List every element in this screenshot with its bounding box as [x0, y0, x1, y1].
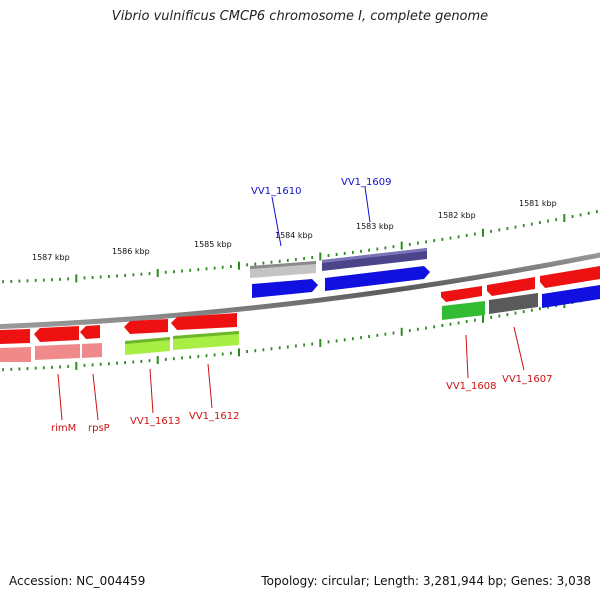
tick-label-1587: 1587 kbp — [32, 253, 70, 262]
gene-red-left-4[interactable] — [124, 319, 168, 334]
outer-tick-ring — [2, 210, 598, 284]
gene-label-VV1_1613: VV1_1613 — [130, 416, 181, 427]
gene-VV1_1608[interactable] — [442, 301, 485, 320]
tick-label-1581: 1581 kbp — [519, 199, 557, 208]
tick-labels: 1587 kbp 1586 kbp 1585 kbp 1584 kbp 1583… — [32, 199, 557, 262]
leader-rimM — [57, 373, 63, 421]
gene-upper-right-2[interactable] — [487, 277, 535, 296]
gene-VV1_1607[interactable] — [489, 293, 538, 314]
leader-VV1_1607 — [513, 326, 525, 371]
gene-VV1_1609-highlight — [322, 248, 427, 263]
cds-arrow-1609[interactable] — [325, 266, 430, 291]
map-title: Vibrio vulnificus CMCP6 chromosome I, co… — [111, 9, 489, 24]
gene-rpsP[interactable] — [82, 343, 102, 358]
gene-label-rpsP: rpsP — [88, 423, 110, 434]
tick-label-1583: 1583 kbp — [356, 222, 394, 231]
gene-label-VV1_1608: VV1_1608 — [446, 381, 497, 392]
gene-label-VV1_1607: VV1_1607 — [502, 374, 553, 385]
reverse-strand-track — [0, 293, 538, 362]
gene-VV1_1613-edge — [125, 337, 170, 344]
gene-label-VV1_1610: VV1_1610 — [251, 186, 302, 197]
leader-VV1_1613 — [149, 368, 154, 414]
forward-strand-track — [250, 248, 600, 308]
genome-backbone — [0, 252, 600, 330]
gene-upper-right-1[interactable] — [441, 286, 482, 302]
tick-label-1584: 1584 kbp — [275, 231, 313, 240]
gene-red-left-2[interactable] — [34, 326, 79, 342]
accession-text: Accession: NC_004459 — [9, 574, 146, 588]
topology-summary: Topology: circular; Length: 3,281,944 bp… — [261, 574, 591, 588]
leader-VV1_1610 — [271, 196, 282, 247]
tick-label-1586: 1586 kbp — [112, 247, 150, 256]
tick-label-1582: 1582 kbp — [438, 211, 476, 220]
gene-labels: VV1_1610 VV1_1609 VV1_1608 VV1_1607 VV1_… — [51, 177, 553, 434]
gene-upper-right-3[interactable] — [540, 266, 600, 288]
gene-label-rimM: rimM — [51, 423, 76, 434]
leader-VV1_1609 — [364, 186, 371, 223]
gene-upper-right-4[interactable] — [542, 285, 600, 308]
gene-red-left-1[interactable] — [0, 329, 30, 344]
gene-label-VV1_1612: VV1_1612 — [189, 411, 240, 422]
gene-red-left-5[interactable] — [171, 313, 237, 330]
cds-arrow-1610[interactable] — [252, 279, 318, 298]
leader-rpsP — [92, 373, 99, 421]
tick-label-1585: 1585 kbp — [194, 240, 232, 249]
leader-VV1_1608 — [465, 334, 469, 379]
gene-label-VV1_1609: VV1_1609 — [341, 177, 392, 188]
gene-rimM-2[interactable] — [35, 344, 80, 360]
gene-rimM[interactable] — [0, 347, 31, 362]
gene-red-left-3[interactable] — [80, 325, 100, 339]
leader-VV1_1612 — [207, 363, 213, 409]
gene-VV1_1612-edge — [173, 331, 239, 339]
gene-VV1_1610-outline — [250, 261, 316, 269]
label-leaders — [57, 186, 525, 421]
